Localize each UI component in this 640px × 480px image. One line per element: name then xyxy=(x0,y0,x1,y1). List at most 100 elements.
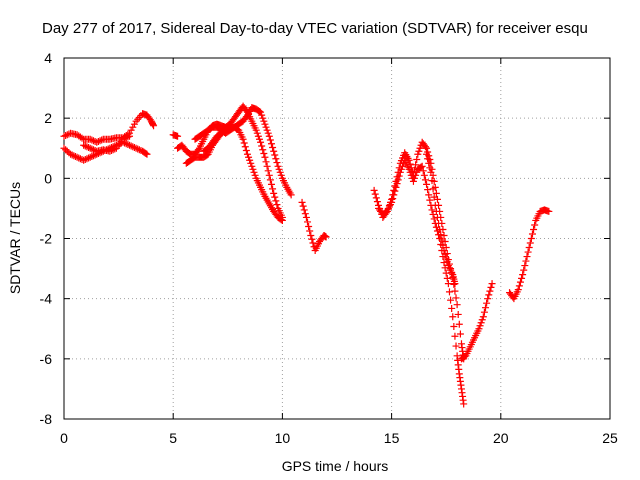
data-point xyxy=(428,177,436,185)
data-point xyxy=(487,283,495,291)
data-point xyxy=(522,257,530,265)
data-point xyxy=(174,132,182,140)
data-point xyxy=(106,147,114,155)
data-point xyxy=(307,231,315,239)
data-point xyxy=(443,258,451,266)
data-point xyxy=(241,143,249,151)
data-point xyxy=(429,185,437,193)
data-point xyxy=(60,132,68,140)
data-point xyxy=(257,138,265,146)
data-point xyxy=(419,167,427,175)
data-point xyxy=(451,280,459,288)
data-point xyxy=(85,154,93,162)
data-point xyxy=(260,117,268,125)
data-point xyxy=(450,322,458,330)
data-point xyxy=(424,186,432,194)
chart-title: Day 277 of 2017, Sidereal Day-to-day VTE… xyxy=(42,20,588,37)
data-point xyxy=(277,171,285,179)
data-point xyxy=(88,153,96,161)
data-point xyxy=(63,147,71,155)
data-point xyxy=(514,286,522,294)
data-point xyxy=(425,159,433,167)
data-point xyxy=(251,171,259,179)
data-point xyxy=(423,180,431,188)
data-point xyxy=(371,190,379,198)
data-point xyxy=(298,198,306,206)
data-point xyxy=(531,221,539,229)
axis-ticks xyxy=(63,57,611,420)
x-tick-label: 15 xyxy=(384,430,400,446)
data-point xyxy=(305,222,313,230)
data-point xyxy=(269,143,277,151)
data-point xyxy=(258,111,266,119)
data-point xyxy=(264,129,272,137)
data-point xyxy=(516,278,524,286)
data-point xyxy=(432,207,440,215)
data-point xyxy=(262,158,270,166)
data-point xyxy=(269,185,277,193)
data-point xyxy=(413,156,421,164)
data-point xyxy=(278,216,286,224)
data-point xyxy=(519,271,527,279)
y-tick-label: 2 xyxy=(44,110,52,126)
x-tick-label: 25 xyxy=(602,430,618,446)
y-tick-labels: -8 -6 -4 -2 0 2 4 xyxy=(40,50,53,427)
y-tick-label: -6 xyxy=(40,351,53,367)
x-axis-label: GPS time / hours xyxy=(282,458,389,474)
data-point xyxy=(399,162,407,170)
data-point xyxy=(524,248,532,256)
data-point xyxy=(258,142,266,150)
data-point xyxy=(255,107,263,115)
data-point xyxy=(67,150,75,158)
data-point xyxy=(263,162,271,170)
data-point xyxy=(194,146,202,154)
data-point xyxy=(221,126,229,134)
data-point xyxy=(130,120,138,128)
data-point xyxy=(68,151,76,159)
data-point xyxy=(515,282,523,290)
data-point xyxy=(370,186,378,194)
data-point xyxy=(308,235,316,243)
data-point xyxy=(89,152,97,160)
data-point xyxy=(273,159,281,167)
data-point xyxy=(453,301,461,309)
data-point xyxy=(426,164,434,172)
data-point xyxy=(420,171,428,179)
data-point xyxy=(388,198,396,206)
data-point xyxy=(265,171,273,179)
data-point xyxy=(448,304,456,312)
data-point xyxy=(430,193,438,201)
data-point xyxy=(267,180,275,188)
data-point xyxy=(302,213,310,221)
data-point xyxy=(429,210,437,218)
data-point xyxy=(451,332,459,340)
data-point xyxy=(436,225,444,233)
data-markers xyxy=(60,102,553,408)
data-point xyxy=(88,136,96,144)
data-point xyxy=(76,155,84,163)
data-point xyxy=(427,168,435,176)
data-point xyxy=(275,165,283,173)
data-point xyxy=(94,137,102,145)
data-point xyxy=(435,219,443,227)
data-point xyxy=(322,233,330,241)
data-point xyxy=(126,141,134,149)
data-point xyxy=(86,135,94,143)
data-point xyxy=(274,162,282,170)
data-point xyxy=(253,129,261,137)
data-point xyxy=(81,142,89,150)
data-point xyxy=(121,134,129,142)
data-point xyxy=(455,320,463,328)
data-point xyxy=(80,141,88,149)
data-point xyxy=(129,123,137,131)
data-point xyxy=(523,253,531,261)
data-point xyxy=(70,152,78,160)
data-point xyxy=(150,122,158,130)
data-point xyxy=(475,325,483,333)
data-point xyxy=(143,150,151,158)
data-point xyxy=(406,168,414,176)
x-tick-label: 0 xyxy=(60,430,68,446)
data-point xyxy=(486,287,494,295)
data-point xyxy=(304,218,312,226)
